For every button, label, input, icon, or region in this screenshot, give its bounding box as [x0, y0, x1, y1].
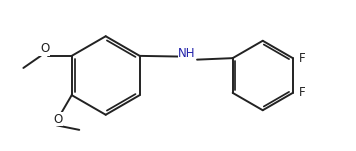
Text: F: F — [299, 52, 305, 65]
Text: NH: NH — [178, 47, 195, 60]
Text: O: O — [53, 113, 63, 126]
Text: O: O — [40, 42, 49, 55]
Text: F: F — [299, 86, 305, 99]
